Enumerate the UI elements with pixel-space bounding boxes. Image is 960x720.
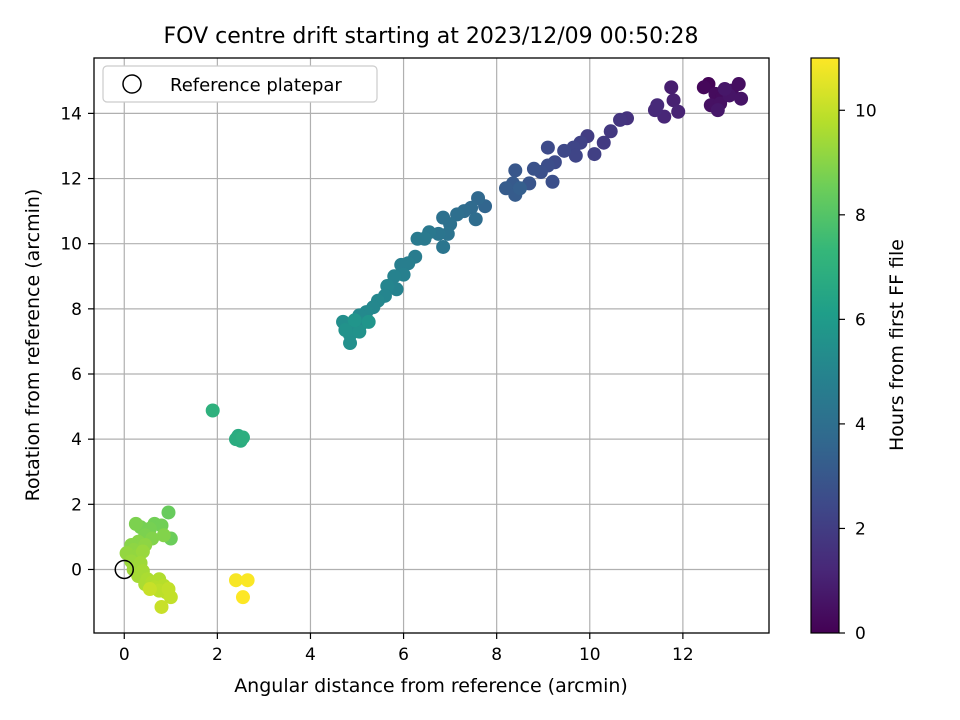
colorbar-tick-label: 4 bbox=[855, 415, 866, 435]
plot-background bbox=[94, 58, 769, 633]
x-tick-label: 0 bbox=[119, 645, 130, 665]
x-tick-label: 6 bbox=[398, 645, 409, 665]
data-point bbox=[228, 573, 243, 588]
data-point bbox=[161, 505, 176, 520]
data-point bbox=[568, 148, 583, 163]
y-axis-ticks: 0 2 4 6 8 10 12 14 bbox=[60, 104, 94, 580]
data-point bbox=[545, 174, 560, 189]
x-tick-label: 12 bbox=[672, 645, 694, 665]
data-point bbox=[526, 161, 541, 176]
data-point bbox=[135, 544, 150, 559]
legend-reference-marker bbox=[122, 74, 142, 94]
data-point bbox=[587, 147, 602, 162]
data-point bbox=[603, 124, 618, 139]
data-point bbox=[361, 314, 376, 329]
y-tick-label: 2 bbox=[71, 495, 82, 515]
y-tick-label: 12 bbox=[60, 170, 82, 190]
data-point bbox=[664, 80, 679, 95]
y-tick-label: 4 bbox=[71, 430, 82, 450]
data-point bbox=[650, 98, 665, 113]
data-point bbox=[717, 81, 732, 96]
data-point bbox=[557, 143, 572, 158]
data-point bbox=[436, 239, 451, 254]
chart-title: FOV centre drift starting at 2023/12/09 … bbox=[164, 24, 699, 49]
data-point bbox=[540, 140, 555, 155]
data-point bbox=[696, 80, 711, 95]
data-point bbox=[471, 191, 486, 206]
colorbar-tick-label: 2 bbox=[855, 519, 866, 539]
data-point bbox=[338, 323, 353, 338]
data-points bbox=[119, 77, 749, 614]
x-tick-label: 8 bbox=[491, 645, 502, 665]
x-tick-label: 2 bbox=[212, 645, 223, 665]
colorbar-tick-label: 0 bbox=[855, 624, 866, 644]
data-point bbox=[734, 91, 749, 106]
y-tick-label: 0 bbox=[71, 560, 82, 580]
data-point bbox=[436, 210, 451, 225]
data-point bbox=[613, 112, 628, 127]
data-point bbox=[710, 103, 725, 118]
y-tick-label: 6 bbox=[71, 365, 82, 385]
x-axis-ticks: 0 2 4 6 8 10 12 bbox=[119, 633, 694, 665]
data-point bbox=[352, 324, 367, 339]
colorbar-tick-label: 6 bbox=[855, 310, 866, 330]
y-tick-label: 14 bbox=[60, 104, 82, 124]
x-axis-label: Angular distance from reference (arcmin) bbox=[234, 675, 628, 697]
plot-frame bbox=[93, 57, 770, 634]
data-point bbox=[387, 269, 402, 284]
data-point bbox=[240, 573, 255, 588]
data-point bbox=[128, 516, 143, 531]
data-point bbox=[410, 231, 425, 246]
legend: Reference platepar bbox=[102, 65, 378, 103]
colorbar-gradient bbox=[810, 57, 840, 634]
y-tick-label: 8 bbox=[71, 300, 82, 320]
data-point bbox=[154, 599, 169, 614]
colorbar-tick-label: 8 bbox=[855, 206, 866, 226]
data-point bbox=[596, 135, 611, 150]
data-point bbox=[347, 313, 362, 328]
data-point bbox=[205, 403, 220, 418]
data-point bbox=[156, 528, 171, 543]
legend-box bbox=[102, 65, 378, 103]
legend-entry-reference-platepar: Reference platepar bbox=[170, 75, 342, 96]
data-point bbox=[142, 582, 157, 597]
data-point bbox=[666, 93, 681, 108]
plot-area: 0 2 4 6 8 10 12 0 2 4 6 8 10 12 14 bbox=[60, 57, 770, 665]
data-point bbox=[512, 181, 527, 196]
colorbar-label: Hours from first FF file bbox=[886, 239, 908, 451]
data-point bbox=[671, 104, 686, 119]
reference-platepar-marker bbox=[114, 559, 135, 580]
colorbar: 0 2 4 6 8 10 Hours from first FF file bbox=[810, 57, 908, 644]
data-point bbox=[731, 77, 746, 92]
data-point bbox=[235, 430, 250, 445]
data-point bbox=[161, 582, 176, 597]
y-tick-label: 10 bbox=[60, 235, 82, 255]
data-point bbox=[508, 163, 523, 178]
x-tick-label: 10 bbox=[579, 645, 601, 665]
colorbar-ticks: 0 2 4 6 8 10 bbox=[839, 101, 877, 644]
x-tick-label: 4 bbox=[305, 645, 316, 665]
y-axis-label: Rotation from reference (arcmin) bbox=[22, 189, 44, 502]
data-point bbox=[235, 590, 250, 605]
data-point bbox=[468, 212, 483, 227]
colorbar-tick-label: 10 bbox=[855, 101, 877, 121]
data-point bbox=[343, 336, 358, 351]
data-point bbox=[450, 207, 465, 222]
